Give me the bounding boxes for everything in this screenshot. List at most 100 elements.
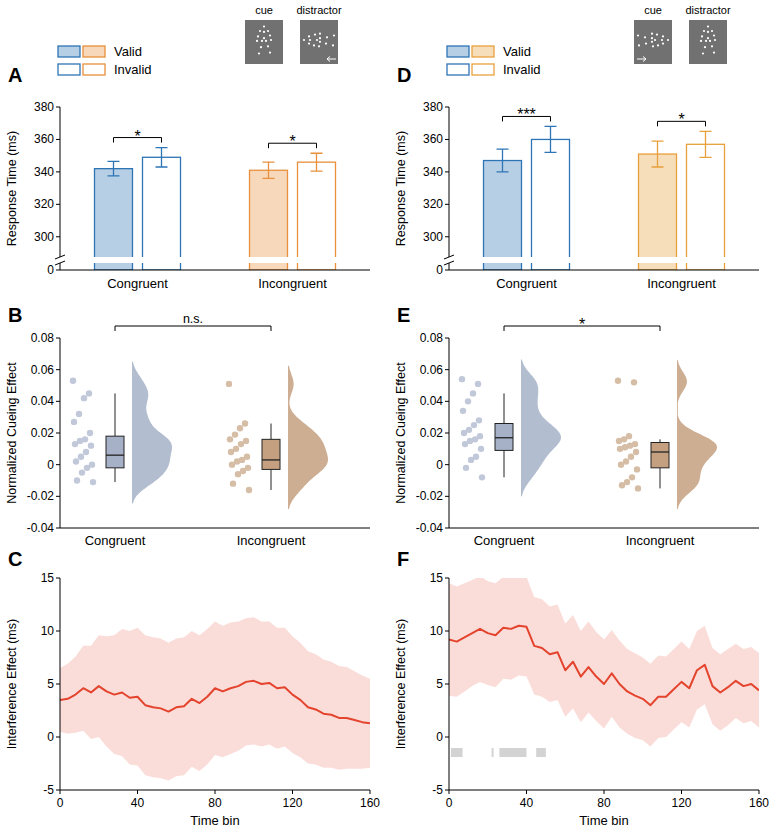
stimulus-dot	[707, 37, 709, 39]
y-tick-label: 10	[430, 624, 444, 638]
stimulus-dot	[267, 45, 269, 47]
y-tick-label: 300	[423, 230, 443, 244]
significance-label: ***	[517, 106, 536, 123]
point	[86, 390, 92, 396]
stimulus-dot	[701, 35, 703, 37]
x-axis	[60, 270, 370, 271]
point	[616, 438, 622, 444]
x-tick-label: 0	[446, 796, 453, 810]
boxes	[459, 359, 717, 509]
bar	[250, 170, 288, 270]
x-tick-label: 120	[282, 796, 302, 810]
point	[471, 422, 477, 428]
stimulus-frame	[689, 20, 727, 64]
point	[465, 398, 471, 404]
y-tick	[445, 171, 449, 172]
median	[495, 437, 513, 438]
panel-letter: F	[397, 548, 409, 570]
stimulus-dot	[656, 34, 658, 36]
point	[461, 430, 467, 436]
x-tick	[215, 790, 216, 794]
x-tick-label: 160	[360, 796, 380, 810]
error-bar	[108, 161, 120, 176]
y-tick	[445, 737, 449, 738]
y-tick	[445, 139, 449, 140]
y-tick-label: 320	[34, 197, 54, 211]
x-axis	[60, 528, 370, 529]
stimulus-dot	[704, 46, 706, 48]
error-bar	[497, 149, 509, 172]
y-tick	[445, 684, 449, 685]
stimulus-dot	[269, 52, 271, 54]
bar	[639, 154, 677, 270]
y-tick-label: 0.02	[420, 426, 444, 440]
x-tick-label: Congruent	[474, 533, 535, 548]
box	[106, 436, 124, 468]
stimulus-dot	[314, 34, 316, 36]
y-tick	[56, 139, 60, 140]
stimulus-dot	[707, 31, 709, 33]
point	[479, 474, 485, 480]
stimulus-dot	[707, 25, 709, 27]
stimulus-dot	[260, 46, 262, 48]
error-bar	[545, 126, 557, 152]
stimulus-dot	[654, 39, 656, 41]
axis-break-mark	[55, 255, 65, 265]
y-tick	[445, 631, 449, 632]
whisker	[660, 468, 661, 489]
stimulus-dot	[332, 44, 334, 46]
stimulus-dot	[257, 35, 259, 37]
bar	[95, 169, 133, 270]
y-tick	[445, 401, 449, 402]
point	[90, 479, 96, 485]
point	[617, 446, 623, 452]
y-axis-title: Response Time (ms)	[5, 131, 19, 246]
line	[449, 626, 759, 706]
point	[87, 430, 93, 436]
y-tick	[56, 270, 60, 271]
y-tick-label: 15	[430, 571, 444, 585]
y-tick	[445, 236, 449, 237]
significance-label: *	[579, 316, 585, 333]
y-tick	[56, 107, 60, 108]
axis-break	[57, 257, 370, 263]
point	[230, 480, 236, 486]
y-tick-label: 0.08	[31, 331, 55, 345]
violin	[288, 366, 328, 509]
x-tick-label: Incongruent	[237, 533, 306, 548]
figure: AcuedistractorValidInvalid03003203403603…	[0, 0, 778, 838]
stimulus-dot	[316, 39, 318, 41]
stimulus-dot	[319, 33, 321, 35]
stimulus-dot	[705, 40, 707, 42]
point	[629, 474, 635, 480]
bar	[484, 161, 522, 270]
y-tick	[56, 496, 60, 497]
error-bar	[156, 148, 168, 167]
point	[78, 454, 84, 460]
y-tick-label: 0.04	[420, 394, 444, 408]
stimulus-dot	[303, 39, 305, 41]
point	[628, 454, 634, 460]
median	[651, 451, 669, 452]
y-tick-label: 320	[423, 197, 443, 211]
point	[84, 465, 90, 471]
significance-bracket	[115, 326, 271, 331]
y-tick	[56, 369, 60, 370]
error-bar	[311, 153, 323, 171]
error-bar	[652, 141, 664, 167]
x-tick	[526, 790, 527, 794]
bars	[95, 148, 336, 270]
x-tick	[137, 790, 138, 794]
y-tick-label: -0.04	[27, 521, 55, 535]
x-tick-label: Incongruent	[647, 276, 716, 291]
bars	[484, 126, 725, 270]
y-tick-label: 0.08	[420, 331, 444, 345]
x-tick-label: Congruent	[85, 533, 146, 548]
point	[618, 461, 624, 467]
y-tick	[445, 369, 449, 370]
panel-letter: E	[397, 304, 410, 326]
point	[72, 441, 78, 447]
stimulus-dot	[651, 41, 653, 43]
stimulus-frame	[300, 20, 338, 64]
stimulus-dot	[662, 43, 664, 45]
